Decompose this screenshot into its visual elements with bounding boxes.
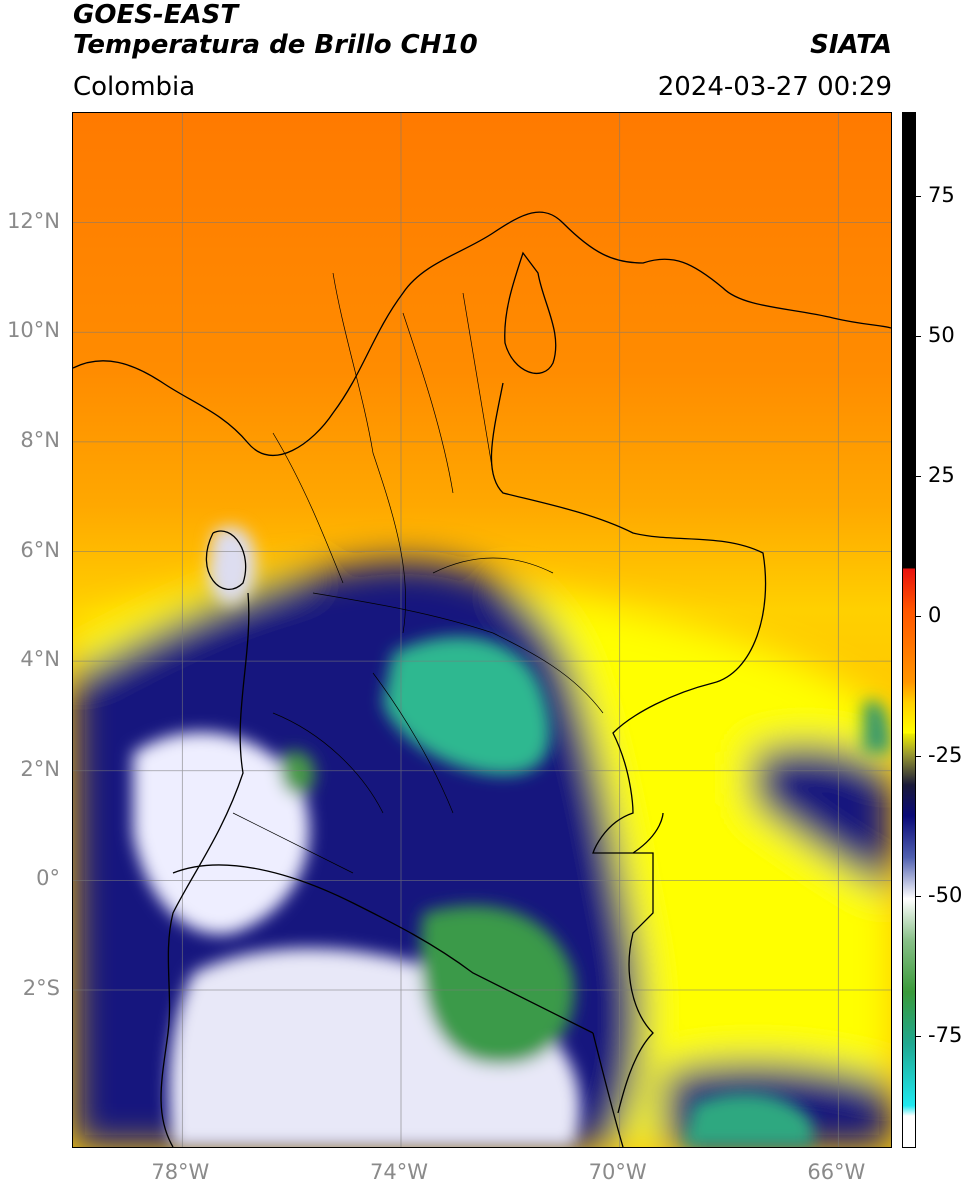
colorbar-tick-label: 75 [928, 183, 955, 207]
cloud-green-west [280, 751, 315, 796]
map-panel [72, 112, 892, 1148]
lat-tick-label: 0° [36, 866, 60, 891]
internal-boundaries [232, 272, 604, 874]
lon-tick-label: 66°W [807, 1160, 866, 1184]
border-colombia-venezuela [490, 382, 767, 854]
colorbar-tick-mark [916, 616, 921, 617]
title-product: Temperatura de Brillo CH10 [73, 30, 478, 60]
colorbar-tick-mark [916, 336, 921, 337]
border-peru-brazil [592, 1032, 624, 1147]
lat-tick-label: 2°S [22, 976, 60, 1001]
colorbar-tick-label: -25 [928, 743, 963, 767]
border-colombia-ecuador-peru [172, 864, 594, 1034]
cloud-green-east [863, 700, 891, 753]
brightness-temperature-map [73, 113, 891, 1147]
title-source: SIATA [810, 30, 892, 60]
colorbar [902, 112, 916, 1148]
colorbar-tick-label: 25 [928, 463, 955, 487]
colorbar-tick-mark [916, 1036, 921, 1037]
colorbar-tick-mark [916, 196, 921, 197]
lat-tick-label: 12°N [7, 208, 60, 233]
cloud-navy-east [753, 744, 891, 893]
colorbar-tick-mark [916, 756, 921, 757]
lon-tick-label: 74°W [370, 1160, 428, 1184]
colorbar-tick-mark [916, 476, 921, 477]
coastline-caribbean [73, 211, 891, 456]
lat-tick-label: 8°N [20, 427, 60, 452]
subtitle-region: Colombia [73, 72, 196, 102]
title-satellite: GOES-EAST [73, 0, 239, 30]
lat-tick-label: 10°N [7, 318, 60, 343]
lat-tick-label: 6°N [20, 537, 60, 562]
lon-tick-label: 78°W [151, 1160, 210, 1184]
colorbar-tick-mark [916, 896, 921, 897]
colorbar-gradient [903, 113, 915, 1147]
colorbar-tick-label: 0 [928, 603, 942, 627]
cloud-green-se [683, 1092, 813, 1147]
colorbar-tick-label: 50 [928, 323, 955, 347]
colorbar-tick-label: -75 [928, 1023, 963, 1047]
lat-tick-label: 2°N [20, 756, 60, 781]
cloud-green-central [383, 636, 551, 775]
coastline-maracaibo [504, 251, 557, 374]
lat-tick-label: 4°N [20, 647, 60, 672]
lon-tick-label: 70°W [588, 1160, 647, 1184]
subtitle-timestamp: 2024-03-27 00:29 [657, 72, 892, 102]
colorbar-tick-label: -50 [928, 883, 963, 907]
cloud-white-west [133, 732, 310, 935]
cloud-white-west2 [208, 526, 256, 605]
graticule [73, 113, 891, 1147]
coastlines-borders [73, 211, 891, 1147]
border-colombia-brazil [617, 852, 654, 1114]
coastline-pacific [160, 530, 250, 1147]
